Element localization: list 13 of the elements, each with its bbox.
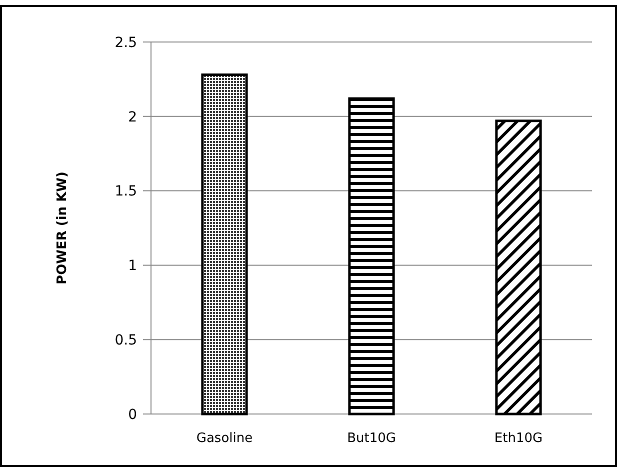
bar (201, 73, 248, 416)
y-tick-label: 0 (128, 406, 137, 423)
y-tick-label: 1 (128, 258, 137, 274)
y-tick-label: 1.5 (114, 184, 137, 200)
x-tick-label: Eth10G (494, 431, 543, 446)
bar (348, 97, 395, 416)
bar (495, 120, 542, 416)
y-tick-label: 2 (128, 109, 137, 126)
x-tick-label: But10G (347, 431, 396, 446)
x-tick-label: Gasoline (196, 431, 253, 446)
y-tick-label: 0.5 (114, 332, 137, 348)
y-tick-label: 2.5 (114, 34, 137, 51)
y-axis-title: POWER (in KW) (55, 172, 70, 284)
